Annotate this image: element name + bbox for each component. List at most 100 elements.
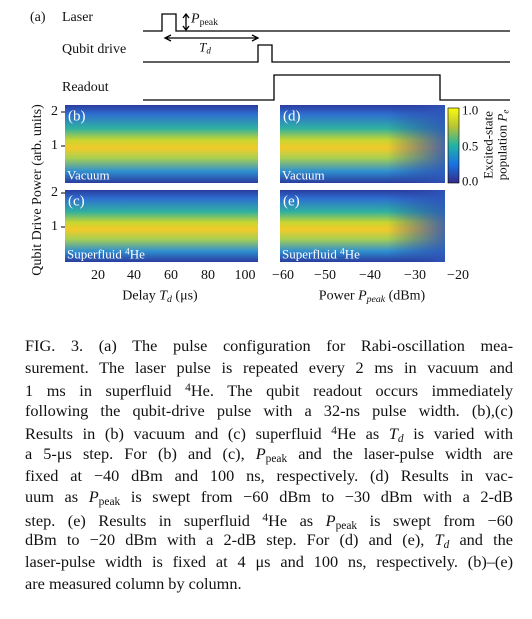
caption-line: are measured column by column. — [25, 573, 513, 594]
text-run: Superfluid — [282, 246, 341, 262]
text-run: 4 — [262, 511, 269, 524]
pulse-diagram — [143, 12, 510, 101]
panel-label: (e) — [283, 193, 300, 210]
text-run: P — [494, 113, 510, 122]
text-run: peak — [335, 519, 358, 532]
x-tick-label: −20 — [447, 268, 469, 283]
text-run: and the laser-pulse width are — [287, 444, 513, 463]
medium-label: Vacuum — [282, 167, 325, 183]
row-label: Qubit drive — [62, 42, 127, 57]
text-run: Excited-state — [480, 111, 496, 179]
heatmap-b — [65, 105, 258, 183]
readout-trace — [143, 74, 510, 101]
text-run: (μs) — [171, 288, 198, 304]
caption-line: fixed at −40 dBm and 100 ns, respectivel… — [25, 465, 513, 486]
text-run: is swept from −60 — [357, 510, 514, 530]
text-run: T — [388, 424, 398, 444]
axis-ticks — [61, 111, 65, 228]
text-run: 1 ms in superfluid — [25, 381, 186, 401]
caption-line: laser-pulse width is fixed at 4 μs and 1… — [25, 551, 513, 572]
text-run: are measured column by column. — [25, 573, 242, 593]
y-tick-label: 2 — [51, 104, 58, 119]
y-tick-label: 2 — [51, 185, 58, 200]
text-run: peak — [366, 293, 386, 305]
text-run: following the qubit-drive pulse with a 3… — [25, 400, 513, 420]
y-axis-label: Qubit Drive Power (arb. units) — [30, 104, 45, 276]
panel-label: (b) — [68, 108, 86, 125]
text-run: P — [325, 510, 336, 530]
row-label: Laser — [62, 10, 94, 25]
text-run: fixed at −40 dBm and 100 ns, respectivel… — [25, 465, 513, 485]
laser-trace — [143, 13, 510, 32]
caption-line: dBm to −20 dBm with a 2-dB step. For (d)… — [25, 529, 513, 556]
caption-line: surement. The laser pulse is repeated ev… — [25, 357, 513, 378]
text-run: peak — [199, 16, 219, 28]
x-axis-label: Delay Td (μs) — [122, 289, 197, 304]
text-run: 4 — [331, 425, 337, 438]
text-run: FIG. 3. (a) The pulse configuration for … — [25, 336, 513, 355]
x-tick-label: 40 — [127, 268, 141, 283]
caption-line: FIG. 3. (a) The pulse configuration for … — [25, 335, 513, 356]
text-run: dBm to −20 dBm with a 2-dB step. For (d)… — [25, 530, 435, 550]
peak-label: Ppeak — [191, 12, 218, 27]
heatmap-e-fade — [280, 190, 445, 262]
panel-label: (a) — [30, 10, 46, 25]
x-tick-label: −50 — [314, 268, 336, 283]
heatmaps — [65, 105, 460, 262]
text-run: is swept from −60 dBm to −30 dBm with a … — [120, 487, 513, 507]
text-run: population — [494, 121, 510, 181]
panel-label: (c) — [68, 193, 85, 210]
text-run: uum as — [25, 487, 89, 507]
text-run: Power — [318, 288, 359, 304]
heatmap-c — [65, 190, 258, 262]
x-tick-label: −30 — [404, 268, 426, 283]
text-run: is varied with — [403, 424, 514, 444]
text-run: T — [199, 39, 207, 55]
caption-line: uum as Ppeak is swept from −60 dBm to −3… — [25, 486, 513, 513]
colorbar-tick-label: 1.0 — [462, 102, 479, 118]
text-run: 4 — [125, 246, 130, 257]
x-tick-label: −40 — [359, 268, 381, 283]
delay-arrow — [163, 34, 260, 42]
text-run: He as — [336, 424, 389, 444]
delay-label: Td — [199, 40, 211, 55]
text-run: surement. The laser pulse is repeated ev… — [25, 357, 513, 377]
text-run: He. The qubit readout occurs immediately — [190, 381, 513, 401]
colorbar-label: population Pe — [494, 109, 511, 181]
text-run: Delay — [122, 288, 160, 304]
caption-line: 1 ms in superfluid 4He. The qubit readou… — [25, 378, 513, 401]
medium-label: Vacuum — [67, 167, 110, 183]
caption-line: step. (e) Results in superfluid 4He as P… — [25, 508, 513, 537]
y-tick-label: 1 — [51, 138, 58, 153]
y-tick-label: 1 — [51, 219, 58, 234]
caption-line: following the qubit-drive pulse with a 3… — [25, 400, 513, 421]
text-run: Results in (b) vacuum and (c) superfluid — [25, 424, 332, 444]
text-run: 4 — [340, 246, 345, 257]
text-run: P — [88, 487, 99, 507]
text-run: d — [167, 293, 172, 305]
text-run: P — [255, 444, 266, 463]
text-run: laser-pulse width is fixed at 4 μs and 1… — [25, 552, 513, 571]
text-run: He as — [268, 510, 326, 530]
text-run: e — [500, 109, 511, 114]
text-run: (dBm) — [385, 288, 426, 304]
x-tick-label: 100 — [234, 268, 256, 283]
row-label: Readout — [62, 80, 109, 95]
text-run: P — [191, 11, 200, 27]
caption-line: Results in (b) vacuum and (c) superfluid… — [25, 421, 513, 450]
text-run: step. (e) Results in superfluid — [25, 510, 263, 530]
colorbar-tick-label: 0.5 — [462, 138, 479, 154]
x-tick-label: 80 — [201, 268, 215, 283]
qubit-drive-trace — [143, 44, 510, 63]
text-run: He — [129, 246, 145, 262]
medium-label: Superfluid 4He — [67, 246, 145, 262]
medium-label: Superfluid 4He — [282, 246, 360, 262]
text-run: Superfluid — [67, 246, 126, 262]
heatmap-d-fade — [280, 105, 445, 183]
colorbar — [447, 107, 460, 184]
text-run: He — [344, 246, 360, 262]
x-tick-label: 60 — [164, 268, 178, 283]
x-axis-label: Power Ppeak (dBm) — [319, 289, 425, 304]
